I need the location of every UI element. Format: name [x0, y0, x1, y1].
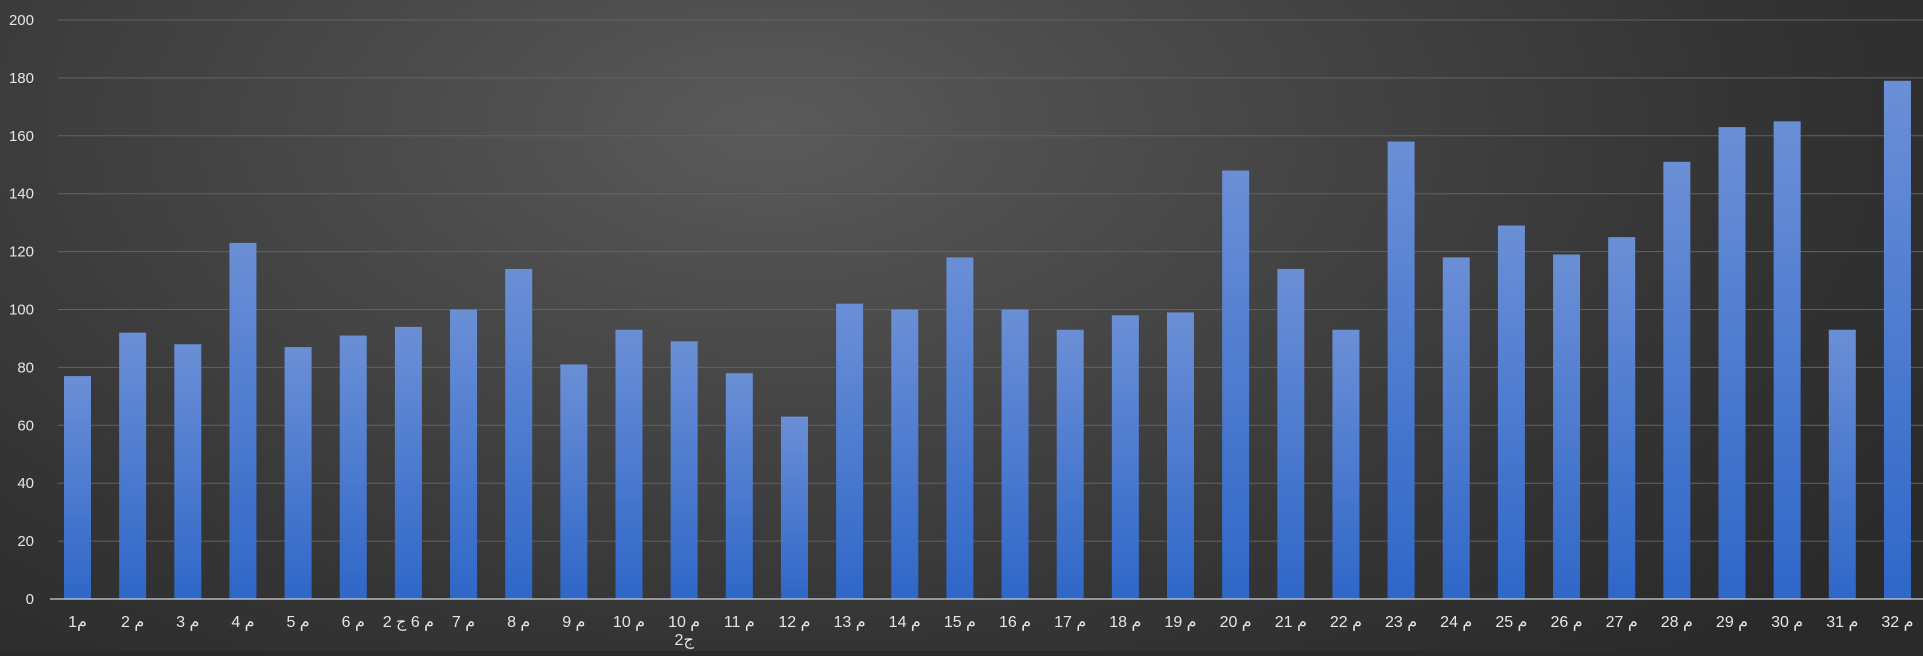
- bar: [1277, 268, 1305, 599]
- x-tick-label: م 22: [1330, 614, 1362, 631]
- x-tick-label: م 15: [944, 614, 976, 631]
- x-tick-label: م 9: [562, 614, 585, 631]
- x-tick-label: م 29: [1716, 614, 1748, 631]
- x-tick-label: م 6: [342, 614, 365, 631]
- x-tick-label: م 5: [286, 614, 309, 631]
- bar: [1001, 309, 1029, 599]
- bar: [119, 332, 147, 599]
- x-tick-label: م 21: [1275, 614, 1307, 631]
- bar: [1056, 329, 1084, 599]
- x-tick-label: م 26: [1550, 614, 1582, 631]
- bar: [780, 416, 808, 599]
- y-tick-label: 20: [17, 533, 34, 550]
- x-tick-label: م 13: [834, 614, 866, 631]
- y-tick-label: 120: [9, 244, 34, 261]
- bar: [394, 326, 422, 599]
- x-tick-label: م 19: [1164, 614, 1196, 631]
- y-tick-label: 180: [9, 70, 34, 87]
- bar: [560, 364, 588, 599]
- bar: [670, 341, 698, 599]
- x-tick-label: م 10: [613, 614, 645, 631]
- bar: [229, 242, 257, 600]
- x-tick-label: م1: [68, 614, 87, 631]
- bar: [1553, 254, 1581, 599]
- x-tick-label: م 23: [1385, 614, 1417, 631]
- x-tick-label: م 12: [778, 614, 810, 631]
- bar: [64, 376, 91, 599]
- bar: [339, 335, 367, 599]
- bar: [615, 329, 643, 599]
- bar: [1332, 329, 1360, 599]
- bar: [1663, 161, 1691, 600]
- y-axis-tick-labels: 0 20 40 60 80 100 120 140 160 180 200: [9, 12, 34, 608]
- x-tick-label: م 24: [1440, 614, 1472, 631]
- x-tick-label: م 10 ج2: [668, 614, 700, 649]
- y-tick-label: 160: [9, 128, 34, 145]
- bar: [1167, 312, 1194, 599]
- y-tick-label: 100: [9, 302, 34, 319]
- bar: [946, 257, 974, 599]
- bar: [1111, 315, 1139, 599]
- x-tick-label: م 8: [507, 614, 530, 631]
- x-tick-label: م 31: [1826, 614, 1858, 631]
- bar: [1773, 121, 1801, 599]
- bars: [64, 80, 1911, 600]
- y-tick-label: 80: [17, 359, 34, 376]
- y-tick-label: 60: [17, 417, 34, 434]
- bar: [505, 268, 533, 599]
- bar: [1387, 141, 1415, 599]
- bar: [450, 309, 478, 599]
- x-axis-tick-labels: م1 م 2 م 3 م 4 م 5 م 6 م 6 ج 2 م 7 م 8 م 9 م 10 م 1…: [68, 614, 1913, 649]
- x-tick-label: م 28: [1661, 614, 1693, 631]
- bar: [1442, 257, 1470, 599]
- x-tick-label: م 27: [1606, 614, 1638, 631]
- y-tick-label: 40: [17, 475, 34, 492]
- y-tick-label: 140: [9, 186, 34, 203]
- x-tick-label: م 11: [724, 614, 755, 631]
- x-tick-label: م 7: [452, 614, 475, 631]
- bar: [836, 303, 864, 599]
- bar: [1497, 225, 1525, 600]
- x-tick-label: م 20: [1220, 614, 1252, 631]
- x-tick-label: م 16: [999, 614, 1031, 631]
- y-tick-label: 0: [26, 591, 34, 608]
- bar: [174, 344, 202, 599]
- y-tick-label: 200: [9, 12, 34, 29]
- bar: [1883, 80, 1911, 600]
- bar: [1828, 329, 1856, 599]
- bar: [1222, 170, 1250, 600]
- x-tick-label: م 17: [1054, 614, 1086, 631]
- bar: [1608, 237, 1636, 600]
- bar: [725, 373, 753, 599]
- x-tick-label: م 3: [176, 614, 199, 631]
- x-tick-label: م 30: [1771, 614, 1803, 631]
- x-tick-label: م 6 ج 2: [383, 614, 434, 631]
- gridlines: [58, 19, 1923, 542]
- x-tick-label: م 25: [1495, 614, 1527, 631]
- x-tick-label: م 4: [231, 614, 254, 631]
- x-tick-label: م 18: [1109, 614, 1141, 631]
- x-tick-label: م 32: [1881, 614, 1913, 631]
- bar: [891, 309, 919, 599]
- bar: [284, 347, 312, 599]
- bar: [1718, 127, 1746, 600]
- x-tick-label: م 2: [121, 614, 144, 631]
- x-tick-label: م 14: [889, 614, 921, 631]
